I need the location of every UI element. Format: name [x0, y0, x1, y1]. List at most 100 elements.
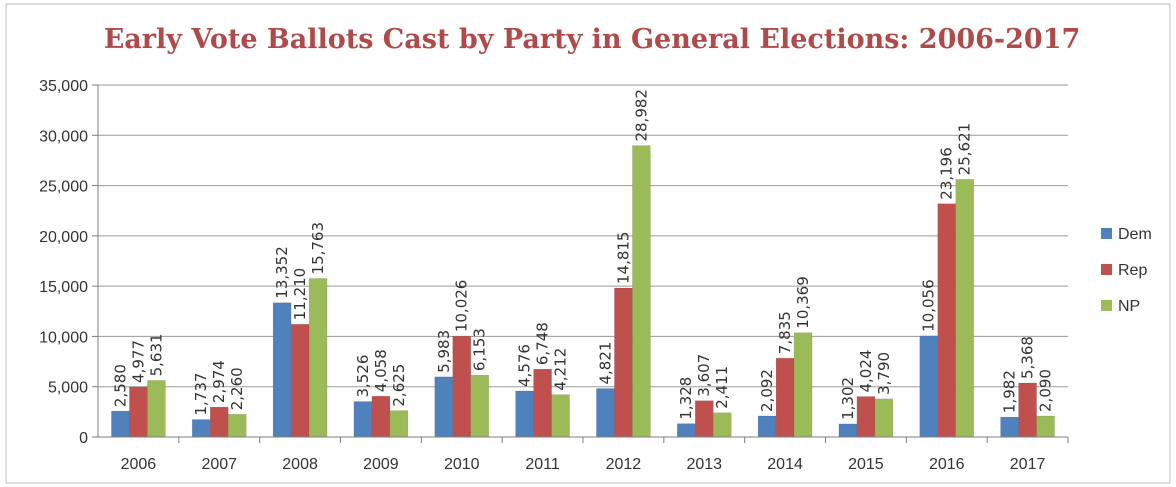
bar-np	[955, 179, 974, 438]
data-label: 3,526	[354, 355, 372, 398]
bar-dem	[1000, 416, 1019, 438]
y-tick-label: 30,000	[39, 128, 88, 145]
legend-swatch-dem	[1101, 228, 1112, 239]
data-label: 14,815	[614, 232, 632, 285]
x-tick-label: 2009	[363, 456, 399, 473]
data-label: 4,576	[516, 344, 534, 387]
x-tick-label: 2014	[767, 456, 803, 473]
data-label: 13,352	[273, 246, 291, 299]
data-label: 1,328	[677, 377, 695, 420]
data-label: 15,763	[309, 222, 327, 275]
bars	[111, 145, 1055, 438]
legend-label-dem: Dem	[1118, 226, 1152, 243]
data-label: 11,210	[291, 268, 309, 321]
axes: 0 5,000 10,000 15,000 20,000 25,000 30,000 35,0…	[39, 78, 1069, 473]
bar-rep	[1018, 382, 1037, 438]
data-label: 3,790	[875, 352, 893, 395]
data-label: 3,607	[695, 354, 713, 397]
y-tick-label: 20,000	[39, 229, 88, 246]
data-label: 2,090	[1037, 369, 1055, 412]
bar-dem	[838, 423, 858, 438]
x-tick-label: 2017	[1010, 456, 1046, 473]
bar-dem	[757, 415, 777, 438]
bar-rep	[533, 368, 552, 438]
data-label: 10,026	[453, 280, 471, 333]
data-label: 4,821	[596, 342, 614, 385]
data-label: 4,058	[372, 349, 390, 392]
data-label: 4,024	[857, 350, 875, 393]
data-label: 4,212	[552, 348, 570, 391]
data-label: 1,737	[192, 373, 210, 416]
y-tick-label: 15,000	[39, 279, 88, 296]
data-label: 2,260	[228, 367, 246, 410]
bar-np	[793, 332, 813, 438]
legend-swatch-np	[1101, 300, 1112, 311]
data-label: 4,977	[129, 340, 147, 383]
bar-dem	[596, 388, 615, 438]
y-tick-label: 10,000	[39, 329, 88, 346]
data-label: 5,631	[147, 333, 165, 376]
bar-rep	[452, 335, 471, 438]
bar-rep	[290, 324, 310, 438]
bar-np	[389, 410, 409, 438]
x-tick-label: 2006	[121, 456, 157, 473]
bar-np	[228, 414, 247, 438]
data-label: 28,982	[632, 89, 650, 142]
data-label: 5,368	[1019, 336, 1037, 379]
bar-dem	[272, 302, 292, 438]
bar-rep	[371, 395, 391, 438]
bar-dem	[919, 335, 938, 438]
data-label: 2,092	[758, 369, 776, 412]
y-tick-label: 35,000	[39, 78, 88, 95]
y-tick-label: 5,000	[48, 380, 88, 397]
data-label: 2,625	[390, 364, 408, 407]
data-label: 10,056	[920, 279, 938, 332]
bar-rep	[695, 400, 714, 438]
data-label: 10,369	[794, 276, 812, 329]
bar-np	[470, 374, 489, 438]
data-label: 6,748	[534, 322, 552, 365]
bar-dem	[353, 401, 373, 438]
bar-np	[308, 278, 328, 438]
data-label: 25,621	[956, 123, 974, 176]
y-tick-label: 0	[79, 430, 88, 447]
bar-rep	[856, 396, 876, 438]
chart-title: Early Vote Ballots Cast by Party in Gene…	[104, 24, 1081, 55]
x-tick-label: 2012	[606, 456, 642, 473]
bar-np	[874, 398, 894, 438]
data-label: 5,983	[435, 330, 453, 373]
bar-np	[713, 412, 732, 438]
bar-dem	[677, 423, 696, 438]
x-tick-label: 2007	[201, 456, 237, 473]
data-label: 6,153	[471, 328, 489, 371]
data-label: 7,835	[776, 311, 794, 354]
data-label: 2,411	[713, 366, 731, 409]
bar-rep	[937, 203, 956, 438]
legend-swatch-rep	[1101, 264, 1112, 275]
bar-dem	[192, 419, 211, 438]
bar-dem	[434, 376, 453, 438]
data-label: 2,974	[210, 360, 228, 403]
grid-lines	[98, 84, 1068, 388]
bar-np	[551, 394, 570, 438]
legend-label-np: NP	[1118, 298, 1140, 315]
data-label: 23,196	[938, 147, 956, 200]
bar-rep	[614, 287, 633, 438]
bar-rep	[129, 386, 148, 438]
bar-np	[1036, 415, 1055, 438]
bar-rep	[210, 406, 229, 438]
x-tick-label: 2013	[686, 456, 722, 473]
data-label: 1,302	[839, 377, 857, 420]
data-label: 2,580	[111, 364, 129, 407]
bar-np	[632, 145, 651, 438]
x-tick-label: 2010	[444, 456, 480, 473]
legend: Dem Rep NP	[1101, 226, 1152, 315]
x-tick-label: 2008	[282, 456, 318, 473]
x-tick-label: 2015	[848, 456, 884, 473]
chart-border	[5, 3, 1171, 484]
x-tick-label: 2016	[929, 456, 965, 473]
bar-dem	[111, 410, 130, 438]
legend-label-rep: Rep	[1118, 262, 1147, 279]
y-tick-label: 25,000	[39, 179, 88, 196]
